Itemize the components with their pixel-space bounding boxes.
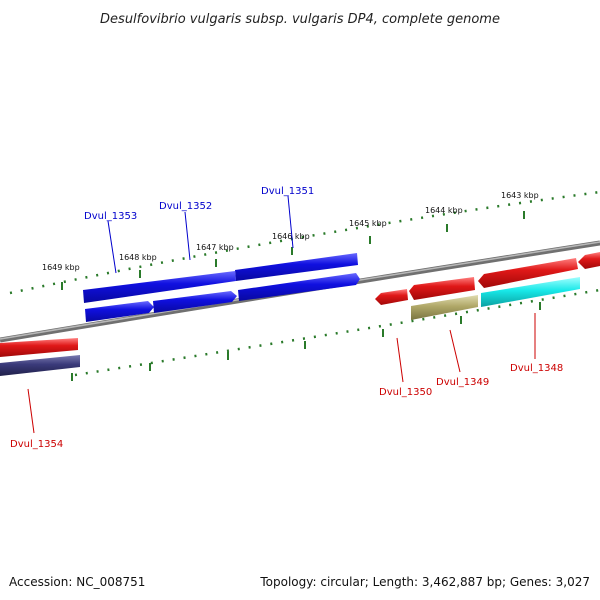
gene-right-edge-red-arrow[interactable] bbox=[578, 252, 600, 269]
label-leader-lines bbox=[27, 195, 536, 434]
gene-dvul-1351-arrow[interactable] bbox=[235, 253, 358, 281]
gene-forward-arrow-b[interactable] bbox=[153, 291, 237, 313]
gene-label-dvul-1351: Dvul_1351 bbox=[261, 186, 314, 197]
genome-summary-text: Topology: circular; Length: 3,462,887 bp… bbox=[259, 575, 590, 589]
gene-red-arrow-mid[interactable] bbox=[409, 277, 475, 300]
gene-label-dvul-1349: Dvul_1349 bbox=[436, 377, 489, 388]
gene-left-red-arrow[interactable] bbox=[0, 338, 78, 357]
gene-label-dvul-1352: Dvul_1352 bbox=[159, 201, 212, 212]
scale-label-1644: 1644 kbp bbox=[425, 206, 463, 215]
gene-forward-arrow-a[interactable] bbox=[85, 301, 154, 322]
gene-dvul-1354-arrow[interactable] bbox=[0, 355, 80, 376]
gene-dvul-1348-arrow[interactable] bbox=[481, 277, 580, 307]
accession-text: Accession: NC_008751 bbox=[9, 575, 145, 589]
scale-label-1645: 1645 kbp bbox=[349, 219, 387, 228]
gene-dvul-1350-arrow[interactable] bbox=[375, 289, 408, 305]
gene-label-dvul-1353: Dvul_1353 bbox=[84, 211, 137, 222]
gene-dvul-1353-1352-arrow[interactable] bbox=[83, 271, 236, 303]
scale-label-1648: 1648 kbp bbox=[119, 253, 157, 262]
gene-label-dvul-1348: Dvul_1348 bbox=[510, 363, 563, 374]
scale-label-1643: 1643 kbp bbox=[501, 191, 539, 200]
scale-label-1647: 1647 kbp bbox=[196, 243, 234, 252]
gene-label-dvul-1350: Dvul_1350 bbox=[379, 387, 432, 398]
map-title: Desulfovibrio vulgaris subsp. vulgaris D… bbox=[100, 12, 500, 27]
gene-dvul-1349-arrow[interactable] bbox=[411, 295, 478, 320]
scale-label-1649: 1649 kbp bbox=[42, 263, 80, 272]
gene-dvul-1348-red-arrow[interactable] bbox=[478, 258, 578, 288]
lower-scale-ruler bbox=[71, 288, 600, 381]
gene-label-dvul-1354: Dvul_1354 bbox=[10, 439, 63, 450]
upper-scale-ruler bbox=[9, 190, 600, 295]
gene-forward-arrow-c[interactable] bbox=[238, 273, 360, 301]
scale-label-1646: 1646 kbp bbox=[272, 232, 310, 241]
